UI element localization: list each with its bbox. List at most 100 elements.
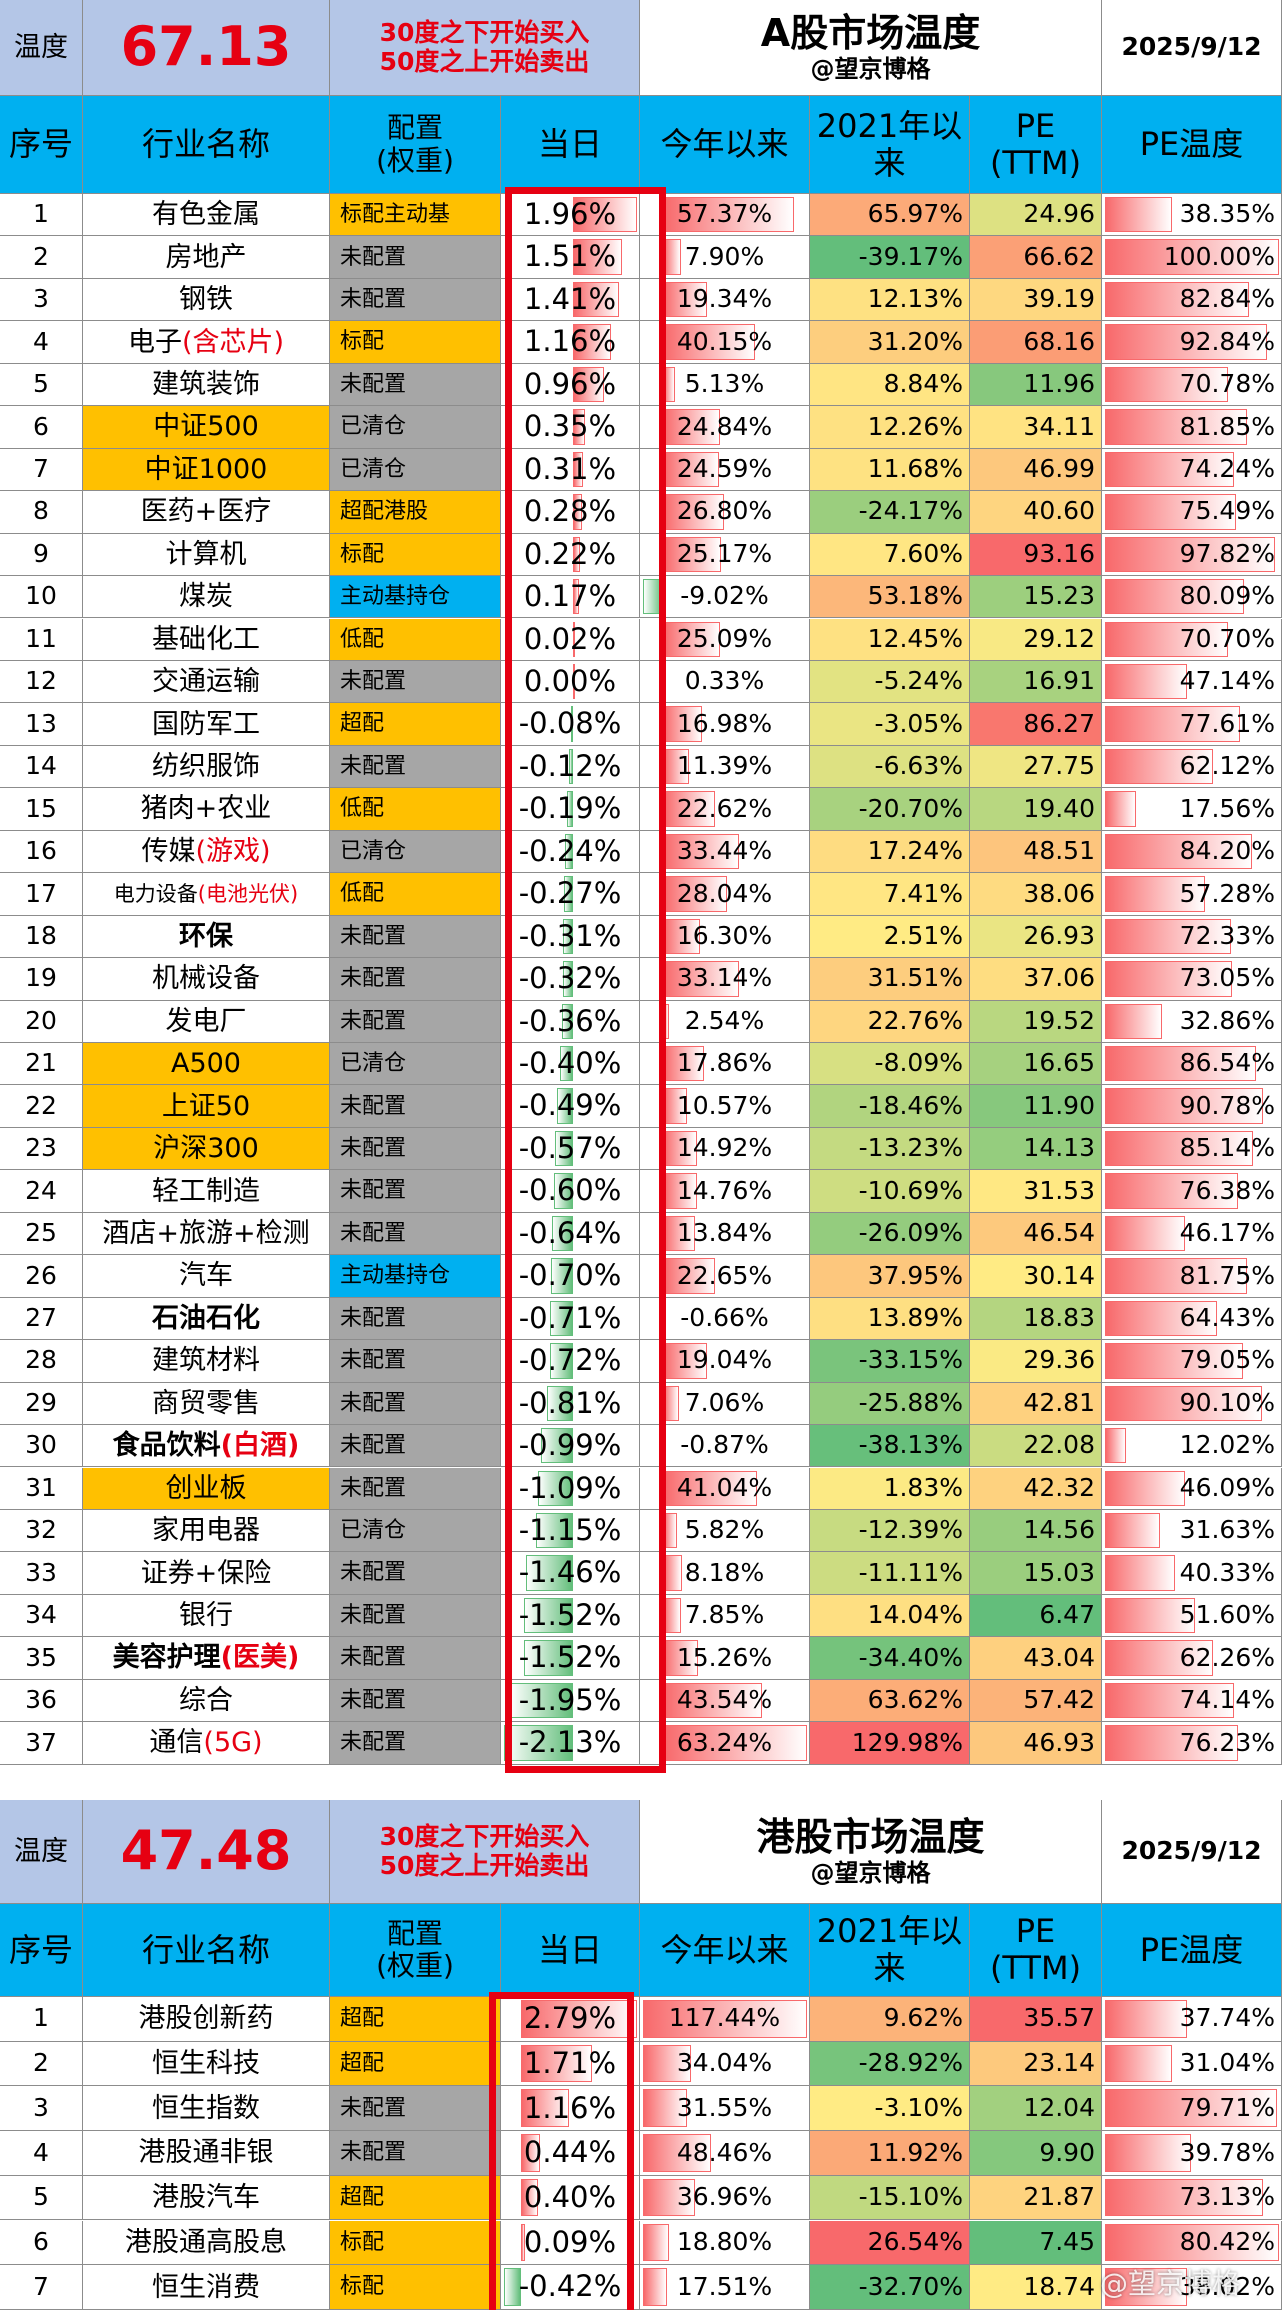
cell-text: 2	[33, 241, 49, 271]
cell-text: 22.62%	[676, 793, 773, 823]
cell-since2021: 53.18%	[810, 576, 970, 619]
data-bar	[1105, 663, 1188, 700]
column-header-text: 序号	[8, 1930, 73, 1969]
cell-no: 15	[0, 788, 83, 831]
cell-alloc: 超配	[330, 2041, 501, 2087]
cell-since2021: 22.76%	[810, 1000, 970, 1043]
cell-text: 27	[25, 1303, 57, 1333]
cell-text: -39.17%	[858, 241, 963, 271]
cell-text: 7.06%	[684, 1387, 765, 1417]
cell-pe: 37.06	[970, 958, 1102, 1001]
data-bar	[663, 1640, 699, 1676]
cell-ytd: 0.33%	[640, 660, 810, 704]
cell-day: 2.79%	[501, 1997, 640, 2042]
cell-name: 证券+保险	[83, 1552, 330, 1595]
cell-text: 43.04	[1023, 1642, 1095, 1672]
data-bar	[661, 1300, 664, 1337]
cell-day: -0.64%	[501, 1212, 640, 1256]
cell-since2021: 129.98%	[810, 1722, 970, 1765]
cell-text: 未配置	[340, 1305, 407, 1331]
cell-pe: 7.45	[970, 2220, 1102, 2266]
name-text: 建筑材料	[152, 1345, 260, 1376]
cell-pe: 14.56	[970, 1509, 1102, 1553]
data-bar	[573, 451, 584, 488]
data-bar	[1105, 748, 1214, 785]
cell-text: -1.52%	[518, 1597, 622, 1632]
cell-text: 63.24%	[676, 1727, 773, 1757]
cell-text: 0.22%	[523, 536, 617, 571]
cell-name: 钢铁	[83, 278, 330, 322]
cell-since2021: 1.83%	[810, 1467, 970, 1510]
cell-no: 22	[0, 1085, 83, 1128]
cell-text: 16	[25, 836, 57, 866]
name-main: 建筑装饰	[152, 368, 260, 400]
name-main: 计算机	[165, 538, 247, 570]
note-line: 30度之下开始买入	[379, 17, 590, 47]
column-header-text: PE温度	[1139, 1930, 1244, 1969]
cell-text: -0.24%	[518, 833, 622, 868]
data-bar	[1105, 621, 1229, 657]
cell-text: 77.61%	[1179, 708, 1275, 738]
cell-pe_temp: 76.38%	[1102, 1170, 1282, 1213]
cell-since2021: -39.17%	[810, 236, 970, 279]
cell-text: 81.85%	[1179, 411, 1275, 441]
cell-no: 7	[0, 2265, 83, 2310]
cell-day: -0.19%	[501, 788, 640, 831]
cell-pe_temp: 86.54%	[1102, 1043, 1282, 1086]
data-bar	[1105, 1215, 1186, 1252]
cell-no: 35	[0, 1637, 83, 1680]
name-main: 煤炭	[179, 581, 233, 613]
cell-name: 商贸零售	[83, 1382, 330, 1426]
data-bar	[663, 366, 676, 403]
cell-alloc: 未配置	[330, 1212, 501, 1256]
cell-text: -1.09%	[518, 1470, 622, 1505]
cell-text: 25.09%	[676, 623, 773, 653]
name-main: 食品饮料	[112, 1430, 221, 1462]
cell-text: 未配置	[340, 1093, 407, 1119]
cell-name: 港股通高股息	[83, 2220, 330, 2266]
cell-text: -32.70%	[858, 2271, 963, 2301]
cell-text: 21	[25, 1048, 57, 1078]
data-bar	[573, 663, 576, 700]
cell-ytd: 36.96%	[640, 2175, 810, 2221]
data-bar	[663, 1682, 763, 1719]
cell-text: 12.04	[1023, 2092, 1095, 2122]
data-bar	[1105, 1300, 1218, 1337]
note-cell: 30度之下开始买入 50度之上开始卖出	[330, 1800, 640, 1904]
cell-day: -0.08%	[501, 703, 640, 746]
cell-text: 0.33%	[684, 666, 765, 696]
name-text: A500	[171, 1048, 241, 1079]
cell-text: 57.28%	[1179, 878, 1275, 908]
cell-text: 9	[33, 538, 49, 568]
data-bar	[523, 1597, 574, 1634]
name-main: A500	[170, 1048, 241, 1080]
watermark: @望京博格	[1100, 2267, 1241, 2300]
cell-day: 0.09%	[501, 2220, 640, 2266]
cell-text: 11.92%	[867, 2137, 963, 2167]
data-bar	[1105, 197, 1172, 233]
cell-text: 18	[25, 920, 57, 950]
cell-alloc: 标配	[330, 533, 501, 577]
cell-name: 港股通非银	[83, 2131, 330, 2176]
cell-text: 未配置	[340, 1602, 407, 1628]
cell-day: -2.13%	[501, 1722, 640, 1765]
data-bar	[509, 1682, 574, 1719]
cell-day: -0.57%	[501, 1127, 640, 1171]
cell-alloc: 未配置	[330, 660, 501, 704]
data-bar	[1105, 1512, 1161, 1549]
data-bar	[663, 1597, 682, 1634]
name-main: 港股通非银	[138, 2137, 274, 2169]
data-bar	[535, 1512, 574, 1549]
cell-since2021: -26.09%	[810, 1212, 970, 1256]
cell-name: 发电厂	[83, 1000, 330, 1043]
cell-text: 12.26%	[867, 411, 963, 441]
cell-no: 29	[0, 1382, 83, 1426]
temp-label-cell: 温度	[0, 1800, 83, 1904]
cell-pe_temp: 47.14%	[1102, 660, 1282, 704]
cell-pe: 21.87	[970, 2175, 1102, 2221]
cell-text: 未配置	[340, 2140, 407, 2166]
data-bar	[663, 1725, 807, 1761]
data-bar	[567, 791, 574, 827]
cell-name: 家用电器	[83, 1509, 330, 1553]
cell-day: 1.16%	[501, 321, 640, 364]
